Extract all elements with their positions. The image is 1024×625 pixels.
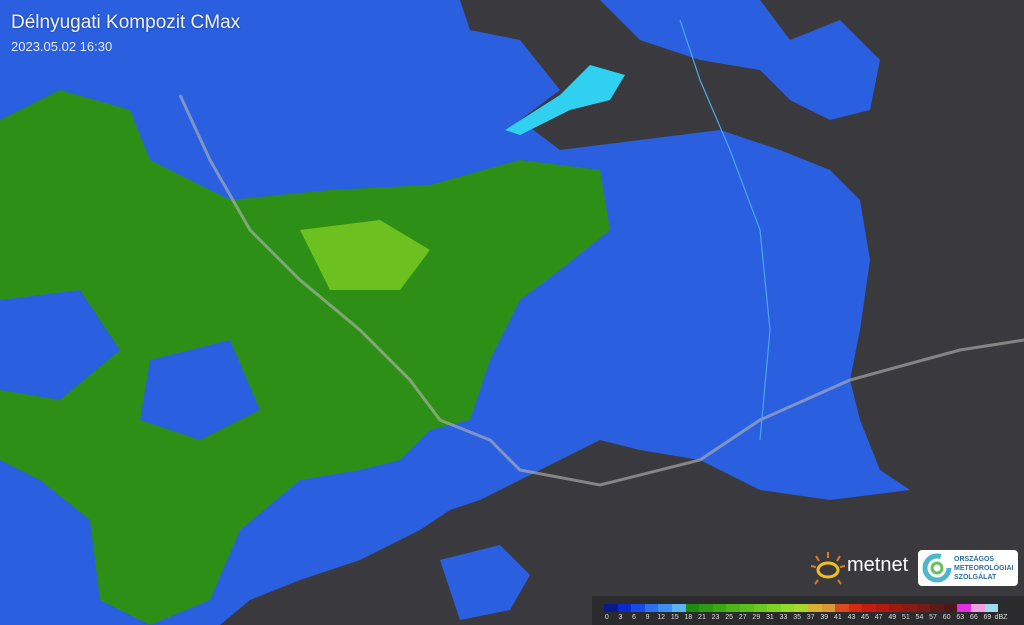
legend-swatch [685, 604, 700, 612]
legend-tick: 27 [738, 614, 747, 621]
legend-swatch [848, 604, 863, 612]
legend-tick: 35 [793, 614, 801, 621]
legend-ticks: 0 3 6 9 12 15 18 21 23 25 27 29 31 33 35 37 39 41 43 45 47 49… [600, 614, 1008, 621]
legend-tick: 63 [956, 614, 965, 621]
legend-swatch [903, 604, 917, 612]
legend-swatch [984, 604, 999, 612]
legend-tick: 41 [833, 614, 842, 621]
legend-tick: 51 [901, 614, 910, 621]
legend-swatch [671, 604, 686, 612]
legend-swatch [739, 604, 754, 612]
lake-balaton [505, 65, 625, 135]
legend-tick: 43 [847, 614, 856, 621]
legend-swatch [807, 604, 822, 612]
legend-tick: 66 [969, 614, 978, 621]
legend-unit: dBZ [994, 614, 1008, 621]
radar-echo-blue-bottom [440, 545, 530, 620]
legend-tick: 69 [983, 614, 992, 621]
map-title: Délnyugati Kompozit CMax [11, 12, 241, 33]
legend-swatch [930, 604, 944, 612]
legend-tick: 60 [942, 614, 951, 621]
legend-swatch [631, 604, 645, 612]
legend-tick: 18 [684, 614, 693, 621]
legend-color-bar [604, 604, 999, 612]
legend-tick: 0 [604, 614, 609, 621]
legend-tick: 6 [632, 614, 636, 621]
omsz-spiral-icon [922, 553, 952, 583]
legend-tick: 12 [657, 614, 666, 621]
dbz-legend: 0 3 6 9 12 15 18 21 23 25 27 29 31 33 35 37 39 41 43 45 47 49… [592, 596, 1024, 625]
legend-swatch [916, 604, 931, 612]
metnet-logo: metnet [810, 548, 915, 588]
legend-swatch [767, 604, 781, 612]
border-line [178, 94, 1024, 487]
legend-swatch [835, 604, 849, 612]
legend-swatch [699, 604, 713, 612]
legend-tick: 23 [711, 614, 720, 621]
legend-swatch [875, 604, 890, 612]
legend-swatch [658, 604, 672, 612]
legend-swatch [889, 604, 904, 612]
legend-tick: 29 [752, 614, 761, 621]
legend-tick: 3 [618, 614, 623, 621]
legend-swatch [971, 604, 985, 612]
legend-tick: 45 [861, 614, 869, 621]
legend-tick: 31 [766, 614, 774, 621]
legend-tick: 21 [698, 614, 706, 621]
legend-swatch [862, 604, 876, 612]
legend-tick: 9 [645, 614, 650, 621]
legend-swatch [794, 604, 808, 612]
legend-tick: 15 [670, 614, 679, 621]
legend-swatch [617, 604, 632, 612]
radar-echo-blue-top [600, 0, 880, 120]
legend-tick: 33 [779, 614, 788, 621]
legend-swatch [780, 604, 795, 612]
radar-echo-green [0, 90, 610, 625]
legend-tick: 47 [874, 614, 883, 621]
legend-swatch [726, 604, 740, 612]
omsz-logo: ORSZÁGOS METEOROLÓGIAI SZOLGÁLAT [918, 550, 1018, 586]
legend-tick: 37 [806, 614, 815, 621]
legend-tick: 25 [725, 614, 734, 621]
legend-tick: 49 [888, 614, 897, 621]
legend-swatch [604, 604, 618, 612]
omsz-logo-text: ORSZÁGOS METEOROLÓGIAI SZOLGÁLAT [954, 556, 1014, 581]
radar-echo-lightgreen [300, 220, 430, 290]
map-timestamp: 2023.05.02 16:30 [11, 39, 113, 54]
legend-tick: 57 [929, 614, 937, 621]
legend-swatch [957, 604, 972, 612]
metnet-logo-text: metnet [847, 554, 909, 576]
legend-swatch [753, 604, 768, 612]
river-line [679, 19, 771, 441]
legend-swatch [943, 604, 958, 612]
legend-swatch [712, 604, 727, 612]
sun-icon [810, 552, 846, 585]
radar-echo-blue-holes [0, 290, 260, 440]
legend-tick: 54 [915, 614, 924, 621]
legend-swatch [821, 604, 836, 612]
legend-tick: 39 [820, 614, 829, 621]
legend-swatch [644, 604, 659, 612]
